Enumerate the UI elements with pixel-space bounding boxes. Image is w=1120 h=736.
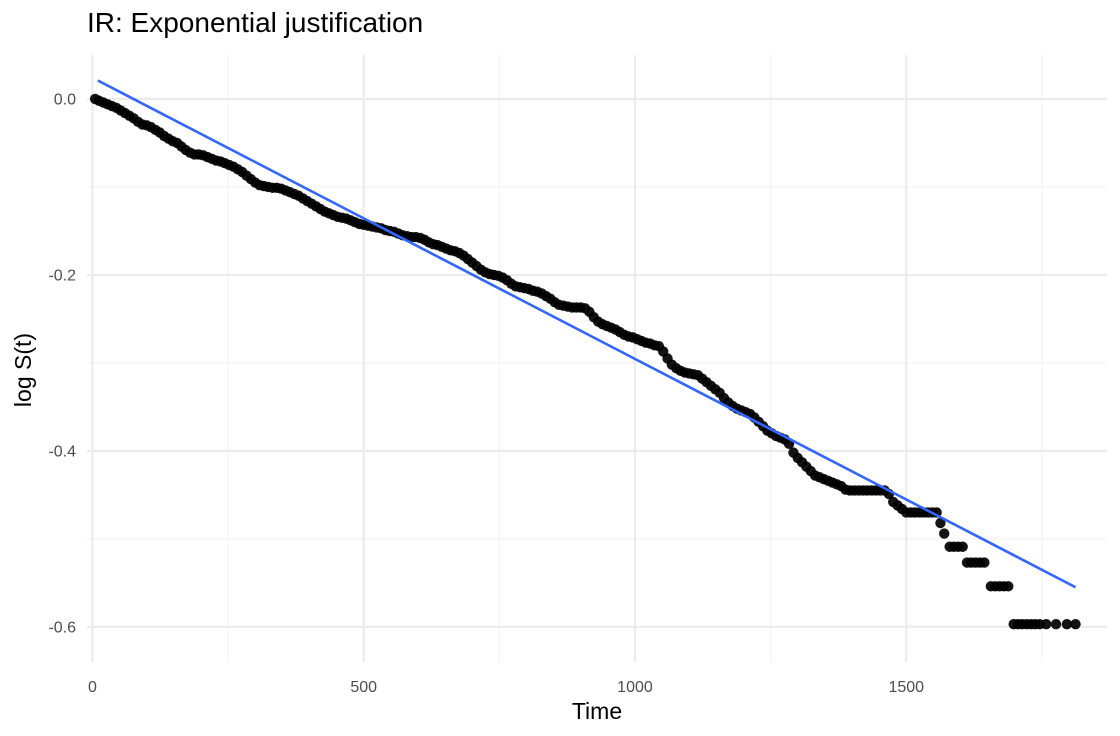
y-tick-label-1: -0.2 <box>48 267 76 284</box>
y-tick-label-0: 0.0 <box>54 91 76 108</box>
x-tick-label-3: 1500 <box>888 679 924 696</box>
fit-line <box>97 79 1077 589</box>
scatter-point-200 <box>957 541 968 552</box>
x-tick-label-1: 500 <box>350 679 377 696</box>
scatter-point-218 <box>1041 618 1052 630</box>
scatter-point-196 <box>939 528 950 539</box>
x-tick-label-0: 0 <box>88 679 97 696</box>
y-tick-label-2: -0.4 <box>48 443 76 460</box>
scatter-point-210 <box>1003 581 1014 592</box>
chart-title: IR: Exponential justification <box>87 7 423 38</box>
axis-ticks: 0 500 1000 1500 0.0 -0.2 -0.4 -0.6 <box>48 91 924 696</box>
scatter-point-195 <box>935 517 946 529</box>
x-tick-label-2: 1000 <box>617 679 653 696</box>
fit-line-group <box>97 79 1077 589</box>
scatter-point-221 <box>1070 618 1081 630</box>
y-tick-label-3: -0.6 <box>48 619 76 636</box>
y-axis-title: log S(t) <box>10 333 36 407</box>
grid <box>87 55 1107 662</box>
scatter-point-219 <box>1050 618 1062 630</box>
scatter-point-205 <box>979 557 990 568</box>
scatter-points <box>89 93 1081 630</box>
scatter-point-220 <box>1061 618 1073 630</box>
x-axis-title: Time <box>572 698 622 724</box>
